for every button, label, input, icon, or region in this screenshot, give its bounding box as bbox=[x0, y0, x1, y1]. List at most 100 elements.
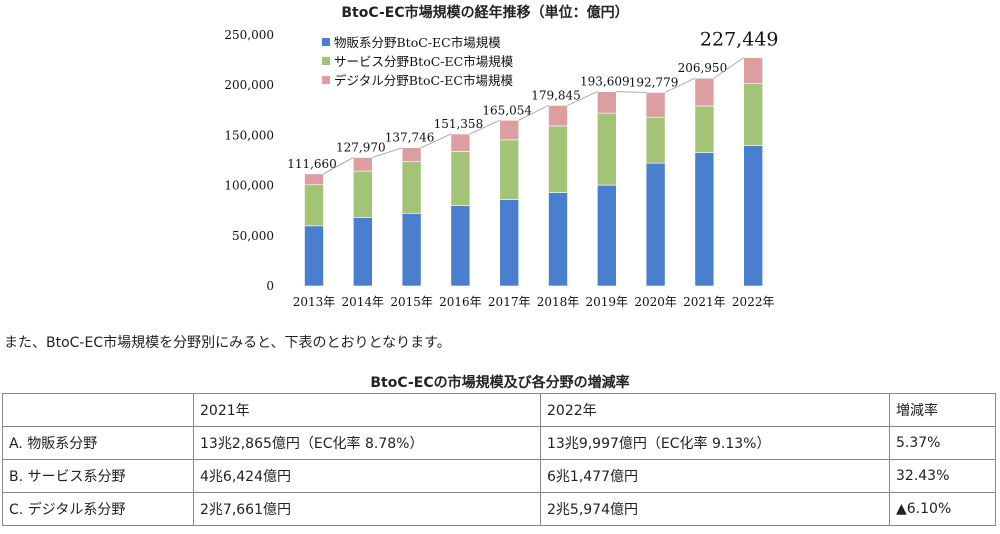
total-labels: 111,660 127,970137,746151,358165,054179,8… bbox=[287, 29, 779, 175]
bar-segment-digital bbox=[304, 173, 324, 186]
header-cell-2021: 2021年 bbox=[193, 393, 541, 427]
chart-title: BtoC-EC市場規模の経年推移（単位：億円） bbox=[341, 4, 628, 21]
bar-segment-digital bbox=[450, 133, 471, 152]
legend-swatch bbox=[322, 38, 330, 46]
x-tick-label: 2017年 bbox=[488, 295, 531, 309]
change-rate: 32.43% bbox=[889, 459, 996, 493]
total-label: 151,358 bbox=[434, 117, 484, 131]
legend-label: デジタル分野BtoC-EC市場規模 bbox=[334, 73, 513, 88]
table-title: BtoC-ECの市場規模及び各分野の増減率 bbox=[370, 375, 630, 391]
table-row: A. 物販系分野 13兆2,865億円（EC化率 8.78%） 13兆9,997… bbox=[2, 426, 996, 460]
bar-segment-digital bbox=[548, 105, 568, 127]
value-2022: 13兆9,997億円（EC化率 9.13%） bbox=[540, 426, 890, 460]
y-tick-label: 200,000 bbox=[224, 78, 274, 92]
bar-segment-goods bbox=[694, 152, 715, 287]
bar-segment-goods bbox=[645, 162, 666, 287]
bar-segment-services bbox=[596, 112, 617, 186]
table-row: B. サービス系分野 4兆6,424億円 6兆1,477億円 32.43% bbox=[2, 459, 996, 493]
bar-segment-goods bbox=[450, 205, 471, 287]
total-label: 227,449 bbox=[700, 29, 779, 51]
bar-segment-services bbox=[352, 170, 373, 218]
intro-text: また、BtoC-EC市場規模を分野別にみると、下表のとおりとなります。 bbox=[4, 335, 451, 351]
total-connector-line bbox=[713, 57, 744, 79]
table-row: C. デジタル系分野 2兆7,661億円 2兆5,974億円 ▲6.10% bbox=[2, 492, 996, 526]
total-connector-line bbox=[469, 119, 500, 135]
bar-segment-services bbox=[645, 116, 666, 164]
row-label: B. サービス系分野 bbox=[2, 459, 194, 493]
bar-segment-goods bbox=[352, 217, 373, 287]
bar-segment-services bbox=[450, 151, 471, 206]
x-tick-label: 2018年 bbox=[537, 295, 580, 309]
bar-segment-services bbox=[304, 184, 324, 227]
bar-segment-digital bbox=[694, 77, 715, 107]
total-label: 206,950 bbox=[678, 61, 728, 75]
total-label: 137,746 bbox=[385, 131, 435, 145]
total-label: 192,779 bbox=[629, 75, 679, 89]
bar-segment-digital bbox=[645, 92, 666, 118]
y-tick-label: 250,000 bbox=[224, 28, 274, 42]
bar-segment-digital bbox=[401, 147, 422, 162]
y-tick-label: 50,000 bbox=[232, 229, 274, 243]
market-size-chart: BtoC-EC市場規模の経年推移（単位：億円） 0 50,000 100,000 15… bbox=[224, 4, 779, 309]
total-connector-line bbox=[518, 105, 549, 121]
bars bbox=[304, 57, 764, 287]
bar-segment-goods bbox=[304, 225, 324, 287]
legend-label: サービス分野BtoC-EC市場規模 bbox=[334, 54, 514, 69]
change-rate: ▲6.10% bbox=[889, 492, 996, 526]
header-cell-2022: 2022年 bbox=[540, 393, 890, 427]
bar-segment-goods bbox=[596, 184, 617, 287]
header-cell-change-rate: 増減率 bbox=[889, 393, 996, 427]
legend: 物販系分野BtoC-EC市場規模サービス分野BtoC-EC市場規模デジタル分野B… bbox=[322, 35, 514, 88]
bar-segment-services bbox=[548, 125, 568, 193]
legend-label: 物販系分野BtoC-EC市場規模 bbox=[334, 35, 501, 50]
total-label: 165,054 bbox=[482, 103, 532, 117]
x-axis: 2013年 2014年 2015年 2016年 2017年 2018年 2019年 2020年… bbox=[293, 295, 775, 309]
x-tick-label: 2022年 bbox=[732, 295, 775, 309]
y-tick-label: 0 bbox=[266, 279, 274, 293]
total-connector-line bbox=[616, 91, 647, 93]
bar-segment-goods bbox=[401, 213, 422, 287]
change-rate: 5.37% bbox=[889, 426, 996, 460]
total-connector-line bbox=[664, 77, 696, 93]
x-tick-label: 2014年 bbox=[342, 295, 385, 309]
bar-segment-services bbox=[694, 105, 715, 153]
row-label: A. 物販系分野 bbox=[2, 426, 194, 460]
x-tick-label: 2013年 bbox=[293, 295, 336, 309]
total-label: 193,609 bbox=[580, 75, 630, 89]
y-tick-label: 100,000 bbox=[224, 179, 274, 193]
bar-segment-services bbox=[401, 161, 422, 214]
bar-segment-goods bbox=[499, 199, 520, 287]
total-label: 111,660 bbox=[287, 157, 337, 171]
header-cell-segment bbox=[2, 393, 194, 427]
x-tick-label: 2019年 bbox=[586, 295, 629, 309]
row-label: C. デジタル系分野 bbox=[2, 492, 194, 526]
value-2021: 13兆2,865億円（EC化率 8.78%） bbox=[193, 426, 541, 460]
value-2021: 4兆6,424億円 bbox=[193, 459, 541, 493]
value-2021: 2兆7,661億円 bbox=[193, 492, 541, 526]
x-tick-label: 2020年 bbox=[634, 295, 677, 309]
total-connector-line bbox=[567, 91, 598, 106]
bar-segment-goods bbox=[743, 145, 764, 287]
total-connector-line bbox=[323, 157, 354, 175]
chart-svg: BtoC-EC市場規模の経年推移（単位：億円） 0 50,000 100,000 15… bbox=[224, 4, 779, 309]
x-tick-label: 2016年 bbox=[439, 295, 482, 309]
bar-segment-digital bbox=[596, 91, 617, 114]
total-connector-line bbox=[420, 133, 452, 149]
bar-segment-goods bbox=[548, 192, 568, 287]
x-tick-label: 2015年 bbox=[390, 295, 433, 309]
bar-segment-digital bbox=[499, 119, 520, 141]
value-2022: 2兆5,974億円 bbox=[540, 492, 890, 526]
total-label: 179,845 bbox=[531, 88, 581, 102]
total-connector-line bbox=[372, 147, 403, 158]
legend-swatch bbox=[322, 57, 330, 65]
total-label: 127,970 bbox=[336, 141, 386, 155]
y-axis: 0 50,000 100,000 150,000 200,000 250,000 bbox=[224, 28, 274, 293]
bar-segment-services bbox=[743, 83, 764, 146]
value-2022: 6兆1,477億円 bbox=[540, 459, 890, 493]
bar-segment-digital bbox=[352, 157, 373, 172]
bar-segment-digital bbox=[743, 57, 764, 85]
legend-swatch bbox=[322, 76, 330, 84]
x-tick-label: 2021年 bbox=[683, 295, 726, 309]
bar-segment-services bbox=[499, 139, 520, 200]
segment-table: 2021年 2022年 増減率 A. 物販系分野 13兆2,865億円（EC化率… bbox=[2, 393, 996, 526]
